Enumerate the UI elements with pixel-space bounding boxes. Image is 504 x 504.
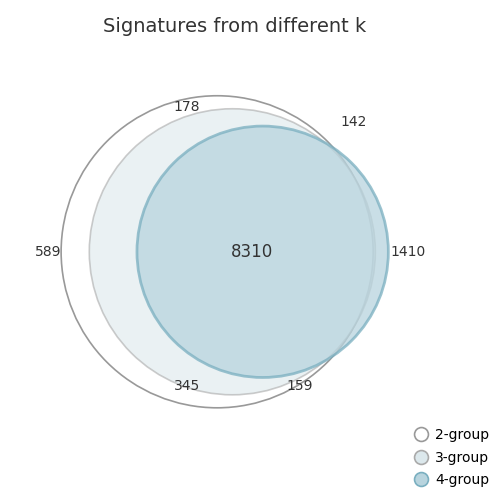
Text: 142: 142 (341, 115, 367, 129)
Text: 1410: 1410 (391, 245, 426, 259)
Text: 159: 159 (286, 379, 313, 393)
Text: 178: 178 (173, 100, 200, 113)
Circle shape (89, 109, 375, 395)
Title: Signatures from different k: Signatures from different k (103, 17, 366, 36)
Text: 345: 345 (174, 379, 200, 393)
Text: 589: 589 (35, 245, 61, 259)
Legend: 2-group, 3-group, 4-group: 2-group, 3-group, 4-group (414, 428, 489, 487)
Circle shape (137, 126, 389, 377)
Text: 8310: 8310 (231, 243, 273, 261)
